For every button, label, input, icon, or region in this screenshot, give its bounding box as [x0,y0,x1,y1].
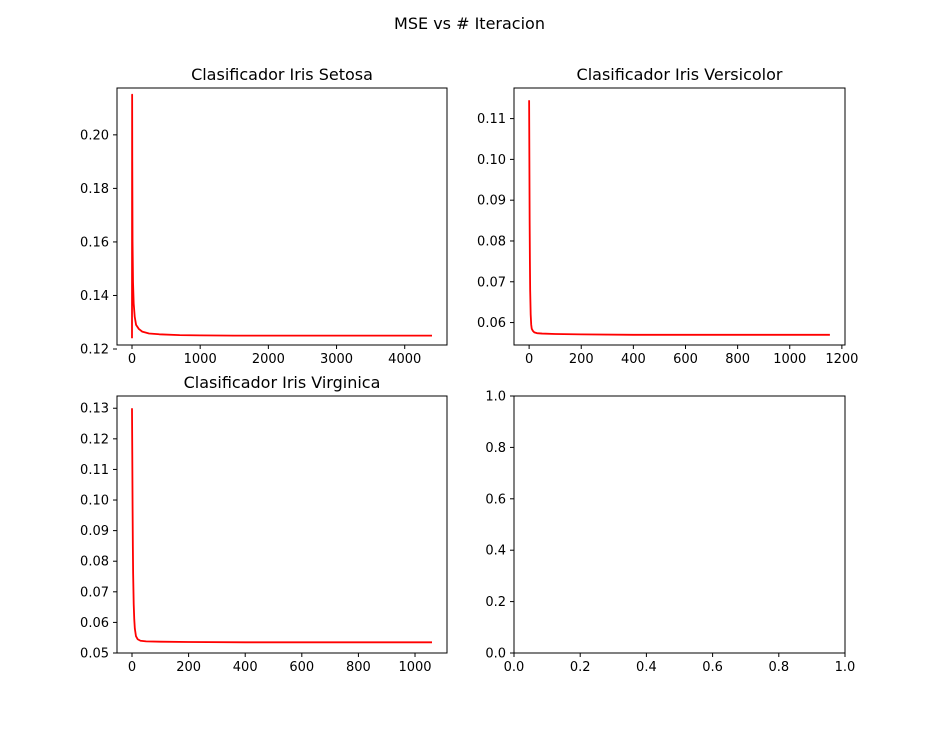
subplot-setosa: 0 1000 2000 3000 4000 0.12 0.14 0.16 0.18 0.20 Cla… [80,65,448,367]
x-tick-label: 1.0 [835,660,856,675]
y-tick-label: 0.18 [80,182,109,197]
y-tick-label: 0.06 [477,316,506,331]
axes-frame-empty [513,395,846,654]
y-tick-label: 0.12 [80,432,109,447]
x-tick-label: 0.4 [636,660,657,675]
subplot-title: Clasificador Iris Versicolor [577,65,783,84]
x-tick-label: 800 [346,660,371,675]
series-line-versicolor-0 [528,100,830,336]
figure-suptitle: MSE vs # Iteracion [394,14,545,33]
axes-frame-versicolor [513,87,846,346]
y-tick-label: 0.11 [477,112,506,127]
subplot-title: Clasificador Iris Setosa [191,65,373,84]
y-tick-label: 0.4 [485,544,506,559]
x-tick-label: 400 [233,660,258,675]
axes-frame-setosa [116,87,448,346]
y-tick-label: 1.0 [485,390,506,405]
x-tick-label: 600 [289,660,314,675]
x-tick-label: 1000 [184,352,217,367]
subplot-versicolor: 0 200 400 600 800 1000 1200 0.06 0.07 0.08 0.09 0.1… [477,65,858,367]
x-tick-label: 0 [128,352,136,367]
y-tick-label: 0.2 [485,595,506,610]
y-tick-label: 0.07 [477,275,506,290]
y-tick-label: 0.11 [80,463,109,478]
x-tick-label: 0 [128,660,136,675]
x-tick-label: 1000 [773,352,806,367]
x-tick-label: 200 [569,352,594,367]
x-tick-label: 2000 [252,352,285,367]
x-tick-label: 3000 [320,352,353,367]
y-tick-label: 0.09 [477,194,506,209]
y-tick-label: 0.06 [80,616,109,631]
x-tick-label: 0.6 [702,660,723,675]
series-line-setosa-0 [131,93,432,339]
y-tick-label: 0.10 [477,153,506,168]
y-tick-label: 0.05 [80,647,109,662]
x-tick-label: 600 [673,352,698,367]
axes-frame-virginica [116,395,448,654]
x-tick-label: 400 [621,352,646,367]
y-tick-label: 0.08 [80,555,109,570]
x-tick-label: 0 [525,352,533,367]
y-tick-label: 0.10 [80,494,109,509]
y-tick-label: 0.6 [485,492,506,507]
y-tick-label: 0.07 [80,585,109,600]
y-tick-label: 0.0 [485,647,506,662]
y-tick-label: 0.14 [80,289,109,304]
x-tick-label: 1000 [398,660,431,675]
y-tick-label: 0.08 [477,234,506,249]
x-tick-label: 0.2 [570,660,591,675]
y-tick-label: 0.8 [485,441,506,456]
y-tick-label: 0.12 [80,343,109,358]
subplot-virginica: 0 200 400 600 800 1000 0.05 0.06 0.07 0.08 0.09 0.1… [80,373,448,675]
y-tick-label: 0.16 [80,235,109,250]
x-tick-label: 1200 [825,352,858,367]
subplot-title: Clasificador Iris Virginica [184,373,381,392]
subplot-empty: 0.0 0.2 0.4 0.6 0.8 1.0 0.0 0.2 0.4 0.6 0.8 1.0 [485,390,855,676]
x-tick-label: 800 [725,352,750,367]
x-tick-label: 0.0 [504,660,525,675]
series-line-virginica-0 [131,408,432,644]
y-tick-label: 0.13 [80,402,109,417]
y-tick-label: 0.09 [80,524,109,539]
subplots-container: 0 1000 2000 3000 40000.120.140.160.180.20Cla… [80,65,858,675]
x-tick-label: 0.8 [768,660,789,675]
x-tick-label: 4000 [388,352,421,367]
y-tick-label: 0.20 [80,128,109,143]
x-tick-label: 200 [176,660,201,675]
